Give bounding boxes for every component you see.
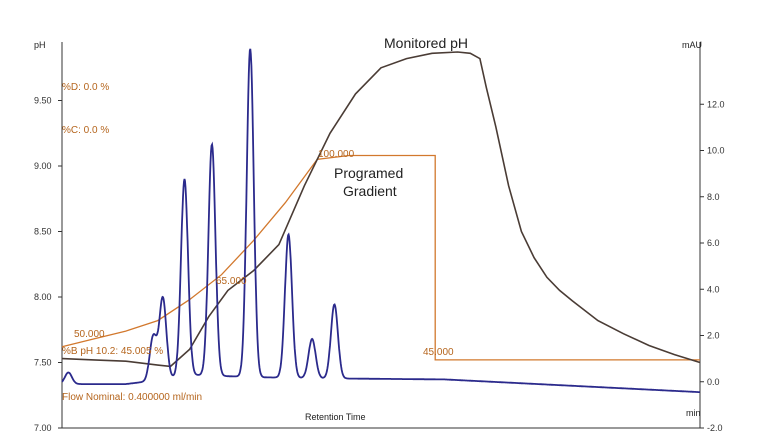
right-tick-label: 4.0 <box>707 284 720 294</box>
left-tick-label: 7.50 <box>34 358 52 368</box>
right-tick-label: 12.0 <box>707 99 725 109</box>
left-axis-ticks: 7.00 7.50 8.00 8.50 9.00 9.50 <box>34 96 62 432</box>
right-tick-label: -2.0 <box>707 423 723 432</box>
left-axis-unit: pH <box>34 40 46 50</box>
gradient-label-line2: Gradient <box>343 183 397 199</box>
x-axis-title: Retention Time <box>305 412 366 422</box>
series-monitored-ph <box>61 51 701 368</box>
left-tick-label: 8.50 <box>34 227 52 237</box>
gradient-point-50: 50.000 <box>74 329 105 340</box>
right-tick-label: 10.0 <box>707 146 725 156</box>
chart-title: Monitored pH <box>384 35 468 51</box>
left-tick-label: 7.00 <box>34 423 52 432</box>
right-tick-label: 8.0 <box>707 192 720 202</box>
annotation-pct-d: %D: 0.0 % <box>62 82 109 93</box>
annotation-pct-b: %B pH 10.2: 45.005 % <box>62 346 163 357</box>
gradient-label-line1: Programed <box>334 165 403 181</box>
right-tick-label: 6.0 <box>707 238 720 248</box>
x-axis-unit: min <box>686 408 701 418</box>
series-uv-trace <box>61 48 701 394</box>
series-programmed-gradient <box>61 154 700 361</box>
right-tick-label: 2.0 <box>707 331 720 341</box>
gradient-point-100: 100.000 <box>318 149 355 160</box>
right-axis-unit: mAU <box>682 40 702 50</box>
gradient-point-45: 45.000 <box>423 347 454 358</box>
left-tick-label: 8.00 <box>34 292 52 302</box>
gradient-point-65: 65.000 <box>216 276 247 287</box>
right-axis-ticks: -2.0 0.0 2.0 4.0 6.0 8.0 10.0 12.0 <box>700 99 725 432</box>
annotation-flow: Flow Nominal: 0.400000 ml/min <box>62 392 202 403</box>
annotation-pct-c: %C: 0.0 % <box>62 125 109 136</box>
left-tick-label: 9.00 <box>34 161 52 171</box>
left-tick-label: 9.50 <box>34 96 52 106</box>
right-tick-label: 0.0 <box>707 377 720 387</box>
